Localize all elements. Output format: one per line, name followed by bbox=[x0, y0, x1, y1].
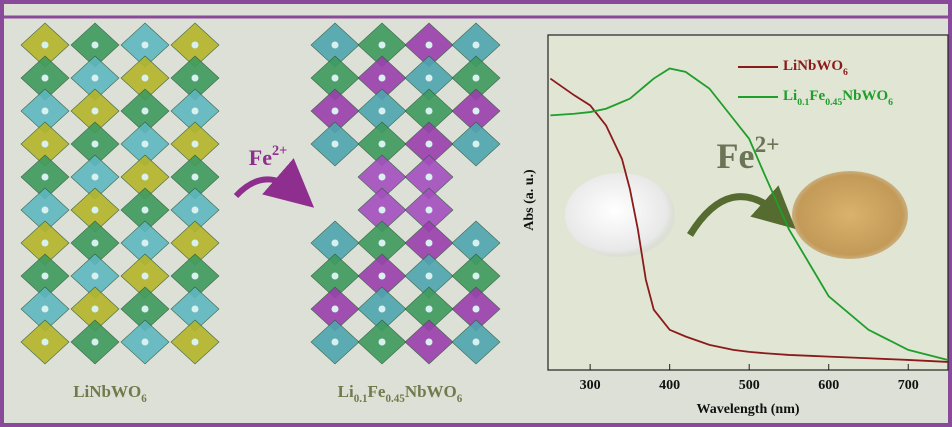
atom bbox=[142, 207, 149, 214]
atom bbox=[42, 75, 49, 82]
atom bbox=[142, 273, 149, 280]
atom bbox=[426, 108, 433, 115]
atom bbox=[426, 207, 433, 214]
atom bbox=[426, 306, 433, 313]
atom bbox=[192, 42, 199, 49]
atom bbox=[426, 174, 433, 181]
atom bbox=[426, 75, 433, 82]
atom bbox=[192, 108, 199, 115]
x-tick-label: 500 bbox=[739, 378, 760, 393]
atom bbox=[332, 42, 339, 49]
atom bbox=[192, 174, 199, 181]
x-axis-label: Wavelength (nm) bbox=[696, 402, 799, 417]
atom bbox=[42, 240, 49, 247]
atom bbox=[379, 339, 386, 346]
atom bbox=[92, 273, 99, 280]
x-tick-label: 400 bbox=[659, 378, 680, 393]
atom bbox=[92, 108, 99, 115]
graphical-abstract: LiNbWO6 Li0.1Fe0.45NbWO6 Fe2+ Fe2+ Abs (… bbox=[0, 0, 952, 427]
atom bbox=[192, 273, 199, 280]
atom bbox=[473, 108, 480, 115]
x-tick-label: 700 bbox=[898, 378, 919, 393]
atom bbox=[92, 75, 99, 82]
atom bbox=[142, 240, 149, 247]
atom bbox=[92, 306, 99, 313]
atom bbox=[42, 207, 49, 214]
atom bbox=[192, 207, 199, 214]
atom bbox=[426, 240, 433, 247]
x-tick-label: 600 bbox=[818, 378, 839, 393]
atom bbox=[192, 75, 199, 82]
atom bbox=[42, 174, 49, 181]
atom bbox=[473, 306, 480, 313]
atom bbox=[426, 273, 433, 280]
atom bbox=[379, 174, 386, 181]
atom bbox=[379, 75, 386, 82]
atom bbox=[192, 339, 199, 346]
atom bbox=[142, 141, 149, 148]
atom bbox=[332, 339, 339, 346]
white-powder bbox=[565, 173, 675, 257]
atom bbox=[473, 75, 480, 82]
atom bbox=[142, 306, 149, 313]
atom bbox=[379, 42, 386, 49]
atom bbox=[92, 174, 99, 181]
atom bbox=[473, 141, 480, 148]
atom bbox=[473, 273, 480, 280]
atom bbox=[42, 141, 49, 148]
atom bbox=[42, 339, 49, 346]
atom bbox=[473, 42, 480, 49]
atom bbox=[192, 240, 199, 247]
atom bbox=[42, 108, 49, 115]
atom bbox=[142, 339, 149, 346]
atom bbox=[92, 339, 99, 346]
atom bbox=[192, 141, 199, 148]
atom bbox=[332, 273, 339, 280]
atom bbox=[42, 306, 49, 313]
atom bbox=[379, 306, 386, 313]
atom bbox=[379, 273, 386, 280]
atom bbox=[473, 240, 480, 247]
atom bbox=[426, 42, 433, 49]
atom bbox=[92, 240, 99, 247]
atom bbox=[379, 207, 386, 214]
atom bbox=[426, 141, 433, 148]
atom bbox=[92, 42, 99, 49]
atom bbox=[332, 75, 339, 82]
atom bbox=[92, 207, 99, 214]
y-axis-label: Abs (a. u.) bbox=[522, 169, 537, 231]
atom bbox=[379, 240, 386, 247]
atom bbox=[42, 273, 49, 280]
atom bbox=[192, 306, 199, 313]
atom bbox=[142, 42, 149, 49]
atom bbox=[332, 108, 339, 115]
atom bbox=[92, 141, 99, 148]
tan-powder bbox=[792, 171, 908, 259]
atom bbox=[142, 75, 149, 82]
atom bbox=[426, 339, 433, 346]
atom bbox=[473, 339, 480, 346]
atom bbox=[142, 174, 149, 181]
atom bbox=[379, 108, 386, 115]
atom bbox=[332, 306, 339, 313]
atom bbox=[332, 240, 339, 247]
x-tick-label: 300 bbox=[580, 378, 601, 393]
atom bbox=[379, 141, 386, 148]
atom bbox=[332, 141, 339, 148]
atom bbox=[42, 42, 49, 49]
atom bbox=[142, 108, 149, 115]
